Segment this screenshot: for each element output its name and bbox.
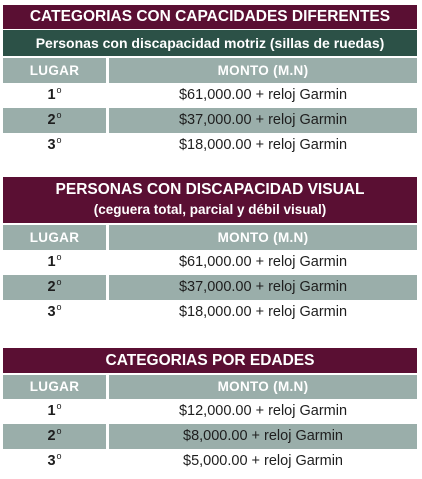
amount-cell: $61,000.00 + reloj Garmin — [178, 254, 348, 270]
place-cell: 2o — [3, 108, 106, 133]
table-row: 2o $8,000.00 + reloj Garmin — [3, 424, 417, 449]
place-cell: 1o — [3, 83, 106, 108]
amount-cell: $8,000.00 + reloj Garmin — [106, 424, 417, 449]
amount-cell: $5,000.00 + reloj Garmin — [183, 453, 343, 469]
section-title: CATEGORIAS POR EDADES — [3, 348, 417, 373]
ordinal-suffix: o — [56, 302, 62, 312]
amount-cell: $18,000.00 + reloj Garmin — [178, 304, 348, 320]
section-title: CATEGORIAS CON CAPACIDADES DIFERENTES — [3, 5, 417, 29]
place-number: 3 — [47, 304, 56, 320]
ordinal-suffix: o — [56, 135, 62, 145]
place-number: 2 — [47, 112, 56, 128]
column-header-monto: MONTO (M.N) — [106, 58, 417, 83]
table-row: 2o $37,000.00 + reloj Garmin — [3, 108, 417, 133]
place-number: 2 — [47, 279, 56, 295]
ordinal-suffix: o — [56, 85, 62, 95]
place-cell: 1o — [3, 399, 106, 424]
table-row: 3o $5,000.00 + reloj Garmin — [3, 449, 417, 474]
ordinal-suffix: o — [56, 110, 62, 120]
ordinal-suffix: o — [56, 401, 62, 411]
place-number: 1 — [47, 87, 56, 103]
table-row: 1o $61,000.00 + reloj Garmin — [3, 250, 417, 275]
section-subtitle: Personas con discapacidad motriz (sillas… — [3, 30, 417, 56]
table-row: 1o $12,000.00 + reloj Garmin — [3, 399, 417, 424]
place-number: 1 — [47, 254, 56, 270]
place-cell: 1o — [3, 250, 106, 275]
section-discapacidad-visual: PERSONAS CON DISCAPACIDAD VISUAL (ceguer… — [3, 177, 417, 325]
table-header: LUGAR MONTO (M.N) — [3, 225, 417, 250]
amount-cell: $12,000.00 + reloj Garmin — [178, 403, 348, 419]
place-cell: 3o — [3, 133, 106, 158]
ordinal-suffix: o — [56, 426, 62, 436]
section-capacidades-diferentes: CATEGORIAS CON CAPACIDADES DIFERENTES Pe… — [3, 5, 417, 158]
table-row: 2o $37,000.00 + reloj Garmin — [3, 275, 417, 300]
ordinal-suffix: o — [56, 252, 62, 262]
place-cell: 3o — [3, 300, 106, 325]
table-row: 3o $18,000.00 + reloj Garmin — [3, 133, 417, 158]
place-number: 1 — [47, 403, 56, 419]
table-row: 1o $61,000.00 + reloj Garmin — [3, 83, 417, 108]
amount-cell: $61,000.00 + reloj Garmin — [178, 87, 348, 103]
amount-cell: $18,000.00 + reloj Garmin — [178, 137, 348, 153]
section-title-line2: (ceguera total, parcial y débil visual) — [93, 202, 327, 217]
place-number: 3 — [47, 137, 56, 153]
table-header: LUGAR MONTO (M.N) — [3, 58, 417, 83]
table-header: LUGAR MONTO (M.N) — [3, 375, 417, 399]
place-cell: 2o — [3, 424, 106, 449]
amount-cell: $37,000.00 + reloj Garmin — [106, 108, 417, 133]
place-number: 3 — [47, 453, 56, 469]
column-header-monto: MONTO (M.N) — [106, 225, 417, 250]
column-header-lugar: LUGAR — [29, 63, 80, 78]
column-header-lugar: LUGAR — [29, 379, 80, 394]
place-cell: 2o — [3, 275, 106, 300]
column-header-monto: MONTO (M.N) — [106, 375, 417, 399]
ordinal-suffix: o — [56, 277, 62, 287]
ordinal-suffix: o — [56, 451, 62, 461]
section-categorias-por-edades: CATEGORIAS POR EDADES LUGAR MONTO (M.N) … — [3, 348, 417, 474]
place-cell: 3o — [3, 449, 106, 474]
section-title-line1: PERSONAS CON DISCAPACIDAD VISUAL — [55, 181, 365, 198]
table-row: 3o $18,000.00 + reloj Garmin — [3, 300, 417, 325]
place-number: 2 — [47, 428, 56, 444]
amount-cell: $37,000.00 + reloj Garmin — [106, 275, 417, 300]
column-header-lugar: LUGAR — [29, 230, 80, 245]
section-title: PERSONAS CON DISCAPACIDAD VISUAL (ceguer… — [3, 177, 417, 223]
